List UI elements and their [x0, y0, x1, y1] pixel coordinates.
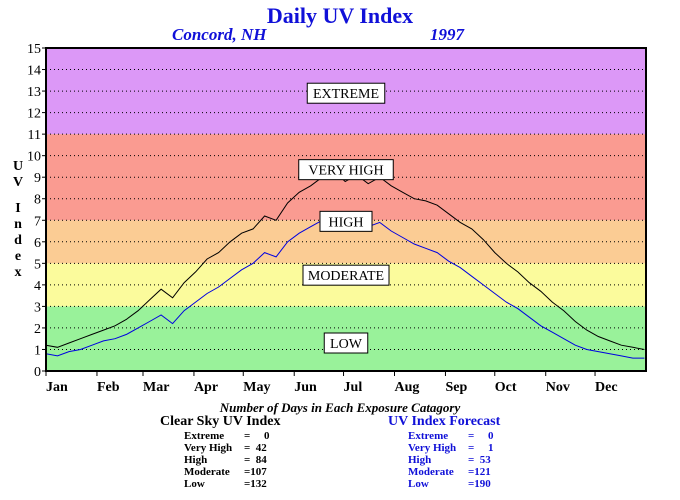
x-tick-label: Jun [294, 380, 317, 395]
y-tick-label: 10 [27, 150, 41, 165]
band-label: VERY HIGH [308, 164, 383, 179]
y-axis-label-letter: U [13, 159, 23, 174]
y-axis-label-letter: e [15, 249, 21, 264]
x-tick-label: Jul [344, 380, 363, 395]
y-tick-label: 0 [34, 365, 41, 380]
band-label-box [302, 264, 390, 286]
stat-label: High [408, 454, 432, 466]
y-tick-label: 2 [34, 322, 41, 337]
y-tick-label: 7 [34, 214, 41, 229]
stat-row: Very High = 1 [408, 442, 494, 454]
y-tick-label: 13 [27, 85, 41, 100]
y-tick-label: 3 [34, 300, 41, 315]
stat-value: =132 [244, 478, 267, 490]
x-tick-label: Sep [445, 380, 467, 395]
stat-row: High = 53 [408, 454, 491, 466]
x-tick-label: Nov [546, 380, 570, 395]
y-tick-label: 9 [34, 171, 41, 186]
y-tick-label: 5 [34, 257, 41, 272]
stat-row: High = 84 [184, 454, 267, 466]
plot-frame [45, 47, 647, 372]
stat-label: Moderate [184, 466, 230, 478]
x-tick-label: Oct [495, 380, 517, 395]
stat-label: Extreme [408, 430, 449, 442]
y-axis-label-letter: d [14, 233, 22, 248]
y-tick-label: 14 [27, 64, 41, 79]
stat-value: =121 [468, 466, 491, 478]
stat-value: = 42 [244, 442, 267, 454]
clear-sky-title: Clear Sky UV Index [160, 414, 281, 429]
band-label: MODERATE [308, 269, 384, 284]
year-label: 1997 [430, 25, 464, 44]
y-tick-label: 6 [34, 236, 41, 251]
stat-row: Extreme = 0 [408, 430, 494, 442]
chart-title: Daily UV Index [266, 3, 414, 28]
stat-row: Low =190 [408, 478, 491, 490]
stat-value: = 1 [468, 442, 494, 454]
band-label-box [306, 82, 386, 104]
series-line-clear-sky [45, 170, 645, 350]
x-tick-label: Dec [595, 380, 618, 395]
stat-value: = 84 [244, 454, 267, 466]
band-label: LOW [330, 337, 363, 352]
stat-label: Low [408, 478, 429, 490]
stat-value: = 0 [468, 430, 494, 442]
x-tick-label: Mar [143, 380, 169, 395]
y-tick-label: 1 [34, 343, 41, 358]
days-caption: Number of Days in Each Exposure Catagory [219, 400, 461, 415]
stat-row: Moderate =107 [184, 466, 267, 478]
y-tick-label: 8 [34, 193, 41, 208]
location-label: Concord, NH [172, 25, 267, 44]
stat-value: = 53 [468, 454, 491, 466]
y-axis-label-letter: x [15, 265, 22, 280]
y-tick-label: 11 [28, 128, 41, 143]
y-tick-label: 15 [27, 42, 41, 57]
x-tick-label: May [243, 380, 270, 395]
stat-row: Very High = 42 [184, 442, 267, 454]
x-tick-label: Aug [394, 380, 419, 395]
band-label-box [323, 332, 369, 354]
stat-row: Extreme = 0 [184, 430, 270, 442]
stat-value: =107 [244, 466, 267, 478]
x-tick-label: Apr [194, 380, 218, 395]
stat-label: Moderate [408, 466, 454, 478]
forecast-title: UV Index Forecast [388, 414, 501, 429]
y-axis-label-letter: V [13, 175, 23, 190]
stat-value: =190 [468, 478, 491, 490]
y-axis-label-letter: I [15, 201, 20, 216]
stat-row: Moderate =121 [408, 466, 491, 478]
band-label: EXTREME [313, 87, 379, 102]
stat-row: Low =132 [184, 478, 267, 490]
x-tick-label: Jan [46, 380, 68, 395]
stat-label: Extreme [184, 430, 225, 442]
y-tick-label: 12 [27, 107, 41, 122]
stat-label: High [184, 454, 208, 466]
band-label-box [298, 159, 394, 181]
band-label: HIGH [329, 215, 364, 230]
stat-value: = 0 [244, 430, 270, 442]
y-tick-label: 4 [34, 279, 41, 294]
stat-label: Low [184, 478, 205, 490]
stat-label: Very High [184, 442, 233, 454]
band-label-box [319, 210, 373, 232]
x-tick-label: Feb [97, 380, 120, 395]
y-axis-label-letter: n [14, 217, 22, 232]
stat-label: Very High [408, 442, 457, 454]
